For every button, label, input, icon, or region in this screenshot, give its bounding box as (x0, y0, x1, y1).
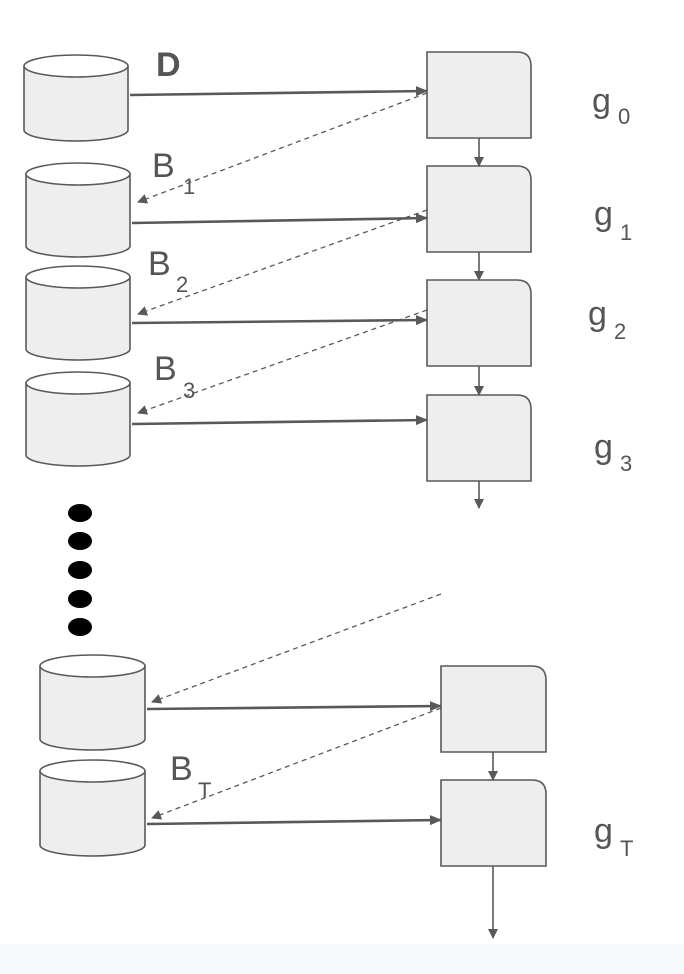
database-cylinder-icon (25, 371, 131, 467)
model-box (440, 779, 547, 867)
svg-text:g: g (594, 428, 613, 466)
solid-arrow (146, 815, 442, 826)
cylinder-top (39, 759, 146, 783)
cylinder-top (25, 265, 131, 289)
model-label-g1: g 1 (594, 195, 632, 245)
solid-arrow (146, 701, 442, 712)
cylinder-body (25, 174, 131, 258)
ellipsis-dot (68, 561, 92, 579)
database-cylinder-icon (39, 654, 146, 751)
dashed-arrow (137, 309, 428, 415)
solid-arrow (129, 86, 428, 97)
cylinder-body (25, 383, 131, 467)
svg-text:g: g (594, 195, 613, 233)
solid-arrow (131, 315, 428, 326)
database-cylinder-icon (39, 759, 146, 857)
database-cylinder-icon (25, 265, 131, 361)
solid-arrow (131, 213, 428, 225)
cylinder-top (23, 54, 129, 78)
cylinder-body (39, 771, 146, 857)
ellipsis-dot (68, 504, 92, 522)
dataset-cylinders (23, 54, 146, 857)
cylinder-top (39, 654, 146, 678)
cylinder-top (25, 162, 131, 186)
svg-text:1: 1 (620, 220, 632, 245)
ellipsis-dot (68, 618, 92, 636)
svg-text:g: g (588, 295, 607, 333)
dashed-arrow (137, 92, 428, 204)
dashed-arrow (151, 593, 442, 704)
cylinder-body (25, 277, 131, 361)
ellipsis-dot (68, 590, 92, 608)
model-boxes (426, 51, 547, 867)
svg-text:1: 1 (183, 174, 195, 199)
batch-label-T: B T (170, 750, 211, 803)
ellipsis-dot (68, 532, 92, 550)
model-label-gT: g T (594, 812, 633, 861)
model-box (426, 165, 532, 253)
solid-arrow (131, 415, 428, 426)
svg-text:T: T (620, 836, 633, 861)
model-box (426, 394, 532, 482)
svg-text:3: 3 (183, 378, 195, 403)
dashed-arrow (151, 707, 442, 820)
model-label-g2: g 2 (588, 295, 626, 344)
svg-text:B: B (148, 245, 171, 283)
svg-text:2: 2 (176, 272, 188, 297)
model-box (426, 279, 532, 367)
model-box (426, 51, 532, 139)
batch-label-1: B 1 (152, 147, 195, 199)
dashed-arrow (137, 209, 428, 316)
svg-text:B: B (170, 750, 193, 788)
svg-text:2: 2 (614, 319, 626, 344)
model-label-g3: g 3 (594, 428, 632, 476)
flow-arrows (129, 86, 498, 939)
svg-text:B: B (154, 350, 177, 388)
svg-text:g: g (592, 82, 611, 120)
svg-text:0: 0 (618, 104, 630, 129)
cylinder-body (39, 666, 146, 751)
database-cylinder-icon (23, 54, 129, 142)
batch-label-2: B 2 (148, 245, 188, 297)
footer-strip (0, 944, 684, 974)
dataset-label: D (156, 46, 181, 84)
ellipsis-dots (68, 504, 92, 636)
model-box (440, 665, 547, 753)
cylinder-body (23, 66, 129, 142)
svg-text:g: g (594, 812, 613, 850)
database-cylinder-icon (25, 162, 131, 258)
svg-text:B: B (152, 147, 175, 185)
batch-label-3: B 3 (154, 350, 195, 403)
cylinder-top (25, 371, 131, 395)
svg-text:T: T (198, 778, 211, 803)
svg-text:3: 3 (620, 451, 632, 476)
model-label-g0: g 0 (592, 82, 630, 129)
